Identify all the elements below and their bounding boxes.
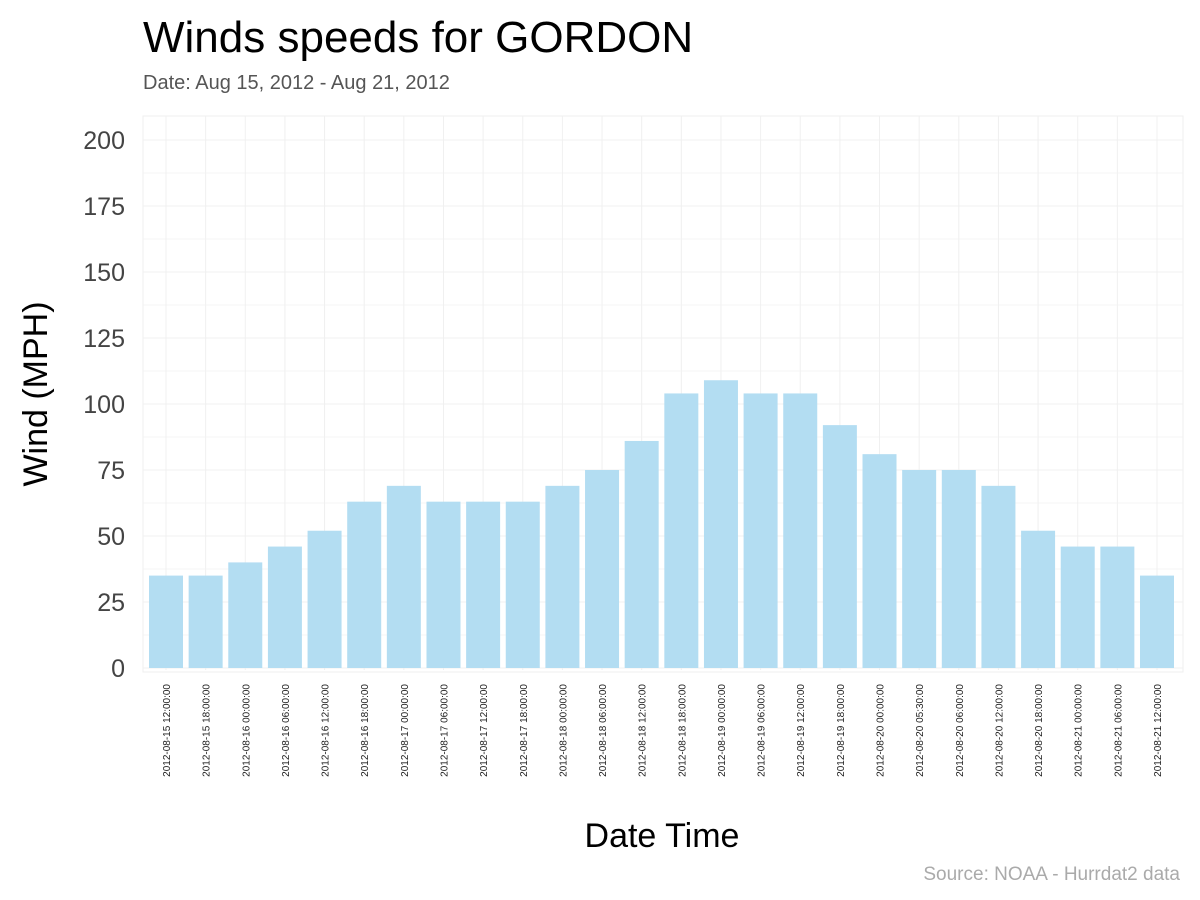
x-tick-label: 2012-08-20 06:00:00 xyxy=(955,684,966,777)
bars xyxy=(149,380,1174,668)
source-caption: Source: NOAA - Hurrdat2 data xyxy=(923,864,1180,885)
bar xyxy=(783,393,818,668)
x-tick-label: 2012-08-19 00:00:00 xyxy=(717,684,728,777)
x-tick-label: 2012-08-21 06:00:00 xyxy=(1113,684,1124,777)
x-tick-label: 2012-08-17 12:00:00 xyxy=(479,684,490,777)
x-tick-label: 2012-08-20 00:00:00 xyxy=(876,684,887,777)
bar xyxy=(941,470,976,668)
x-tick-label: 2012-08-18 18:00:00 xyxy=(677,684,688,777)
bar xyxy=(1060,546,1095,668)
x-tick-label: 2012-08-19 12:00:00 xyxy=(796,684,807,777)
x-tick-label: 2012-08-17 06:00:00 xyxy=(439,684,450,777)
y-axis-ticks: 0 25 50 75 100 125 150 175 200 xyxy=(83,127,125,683)
x-tick-label: 2012-08-15 18:00:00 xyxy=(202,684,213,777)
x-tick-label: 2012-08-21 00:00:00 xyxy=(1074,684,1085,777)
x-tick-label: 2012-08-18 12:00:00 xyxy=(638,684,649,777)
bar xyxy=(307,530,342,668)
bar xyxy=(1140,575,1174,668)
bar xyxy=(664,393,699,668)
bar xyxy=(466,501,501,668)
bar xyxy=(267,546,302,668)
x-axis-title: Date Time xyxy=(585,817,740,855)
bar xyxy=(902,470,937,668)
bar xyxy=(386,485,421,668)
x-tick-label: 2012-08-15 12:00:00 xyxy=(162,684,173,777)
bar xyxy=(545,485,580,668)
x-tick-label: 2012-08-18 00:00:00 xyxy=(558,684,569,777)
bar xyxy=(188,575,223,668)
x-tick-label: 2012-08-17 18:00:00 xyxy=(519,684,530,777)
bar xyxy=(703,380,738,668)
x-tick-label: 2012-08-20 05:30:00 xyxy=(915,684,926,777)
x-tick-label: 2012-08-20 12:00:00 xyxy=(994,684,1005,777)
y-tick-label: 200 xyxy=(83,127,125,155)
x-tick-label: 2012-08-21 12:00:00 xyxy=(1153,684,1164,777)
bar xyxy=(347,501,382,668)
chart-subtitle: Date: Aug 15, 2012 - Aug 21, 2012 xyxy=(143,72,450,94)
x-tick-label: 2012-08-19 06:00:00 xyxy=(757,684,768,777)
x-tick-label: 2012-08-19 18:00:00 xyxy=(836,684,847,777)
bar xyxy=(228,562,263,668)
bar xyxy=(1021,530,1056,668)
x-tick-label: 2012-08-16 06:00:00 xyxy=(281,684,292,777)
bar xyxy=(624,440,659,668)
y-tick-label: 125 xyxy=(83,325,125,353)
x-tick-label: 2012-08-16 12:00:00 xyxy=(321,684,332,777)
x-tick-label: 2012-08-20 18:00:00 xyxy=(1034,684,1045,777)
y-tick-label: 175 xyxy=(83,193,125,221)
bar xyxy=(1100,546,1135,668)
bar xyxy=(822,425,857,668)
y-axis-title: Wind (MPH) xyxy=(17,301,55,486)
bar xyxy=(743,393,778,668)
y-tick-label: 0 xyxy=(111,655,125,683)
chart-title: Winds speeds for GORDON xyxy=(143,13,693,62)
y-tick-label: 25 xyxy=(97,589,125,617)
x-tick-label: 2012-08-16 18:00:00 xyxy=(360,684,371,777)
bar xyxy=(862,454,897,668)
x-tick-label: 2012-08-16 00:00:00 xyxy=(241,684,252,777)
x-tick-label: 2012-08-18 06:00:00 xyxy=(598,684,609,777)
y-tick-label: 75 xyxy=(97,457,125,485)
bar xyxy=(505,501,540,668)
y-tick-label: 150 xyxy=(83,259,125,287)
bar xyxy=(426,501,461,668)
bar xyxy=(585,470,620,668)
bar xyxy=(981,485,1016,668)
x-axis-ticks: 2012-08-15 12:00:00 2012-08-15 18:00:00 20… xyxy=(162,684,1164,777)
bar xyxy=(149,575,183,668)
x-tick-label: 2012-08-17 00:00:00 xyxy=(400,684,411,777)
y-tick-label: 100 xyxy=(83,391,125,419)
y-tick-label: 50 xyxy=(97,523,125,551)
